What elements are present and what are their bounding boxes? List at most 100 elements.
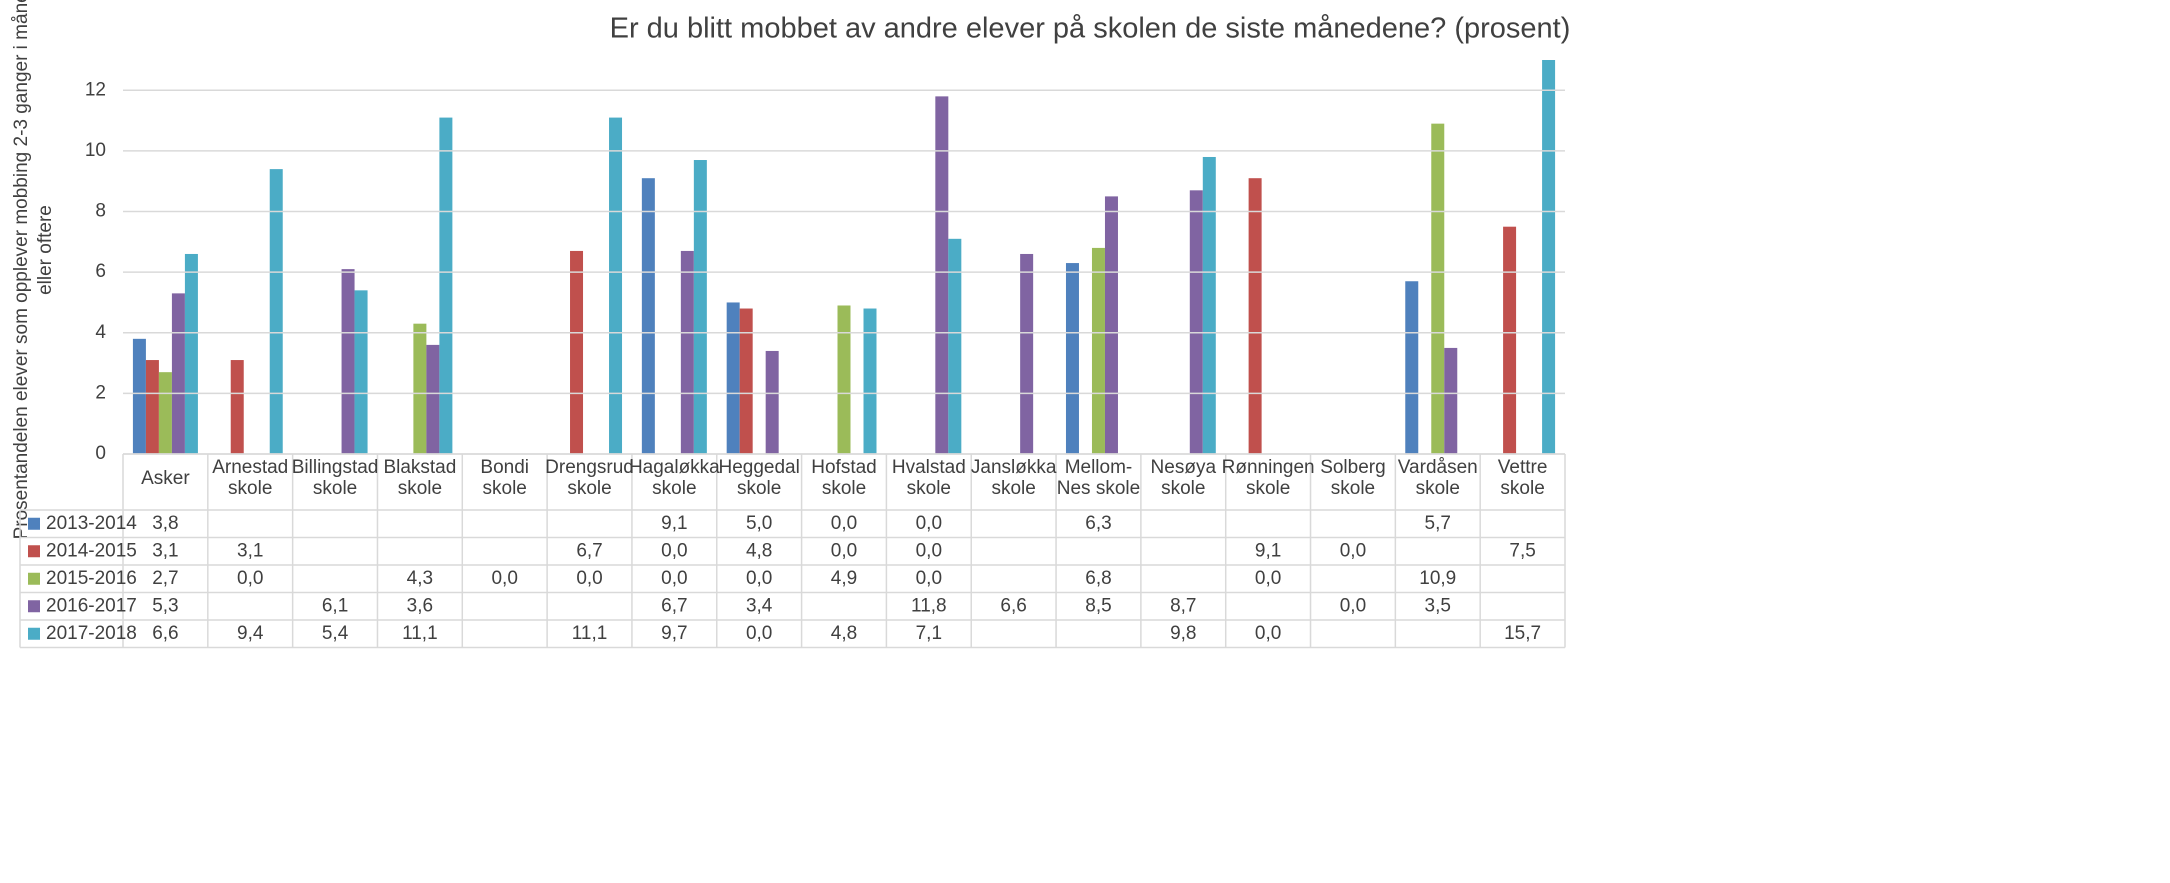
bar: [269, 169, 283, 454]
bar: [145, 360, 159, 454]
table-cell: 0,0: [237, 568, 263, 589]
x-tick-label: skole: [1416, 478, 1460, 499]
x-tick-label: skole: [737, 478, 781, 499]
table-cell: 0,0: [916, 568, 942, 589]
table-cell: 0,0: [831, 540, 857, 561]
table-cell: 0,0: [661, 540, 687, 561]
x-tick-label: skole: [398, 478, 442, 499]
y-tick-label: 8: [95, 201, 106, 222]
table-cell: 6,6: [1000, 595, 1026, 616]
x-tick-label: skole: [907, 478, 951, 499]
x-tick-label: skole: [1161, 478, 1205, 499]
legend-swatch: [28, 627, 40, 640]
legend-swatch: [28, 517, 40, 530]
table-cell: 4,3: [407, 568, 433, 589]
x-tick-label: skole: [228, 478, 272, 499]
x-tick-label: skole: [991, 478, 1035, 499]
table-cell: 0,0: [576, 568, 602, 589]
x-tick-label: Nesøya: [1151, 457, 1217, 478]
table-cell: 6,7: [661, 595, 687, 616]
bar: [935, 96, 949, 454]
x-tick-label: skole: [1500, 478, 1544, 499]
x-tick-label: Hofstad: [811, 457, 876, 478]
x-tick-label: Vettre: [1498, 457, 1548, 478]
bar: [948, 238, 962, 454]
table-cell: 8,7: [1170, 595, 1196, 616]
table-cell: 0,0: [491, 568, 517, 589]
bar: [739, 308, 753, 454]
bar: [609, 117, 623, 454]
x-tick-label: Billingstad: [292, 457, 379, 478]
table-cell: 7,1: [916, 623, 942, 644]
x-tick-label: Bondi: [480, 457, 529, 478]
table-cell: 5,4: [322, 623, 349, 644]
bar: [439, 117, 453, 454]
legend-swatch: [28, 600, 40, 613]
x-tick-label: Nes skole: [1057, 478, 1140, 499]
table-cell: 0,0: [1255, 568, 1281, 589]
bar: [1091, 247, 1105, 454]
table-cell: 3,6: [407, 595, 433, 616]
table-cell: 9,1: [1255, 540, 1281, 561]
table-cell: 0,0: [1255, 623, 1281, 644]
x-tick-label: Mellom-: [1065, 457, 1133, 478]
table-cell: 6,8: [1085, 568, 1111, 589]
x-tick-label: Rønningen: [1222, 457, 1315, 478]
table-cell: 6,1: [322, 595, 348, 616]
table-cell: 4,8: [746, 540, 772, 561]
table-cell: 5,0: [746, 513, 772, 534]
table-cell: 3,1: [237, 540, 263, 561]
bar: [413, 323, 427, 454]
y-tick-label: 0: [95, 443, 106, 464]
table-cell: 11,8: [911, 595, 947, 616]
table-cell: 3,5: [1425, 595, 1451, 616]
table-cell: 0,0: [746, 623, 772, 644]
bar: [426, 344, 440, 454]
legend-label: 2017-2018: [46, 623, 137, 644]
bar: [641, 178, 655, 454]
table-cell: 0,0: [916, 513, 942, 534]
x-tick-label: Heggedal: [719, 457, 800, 478]
bar: [1444, 347, 1458, 454]
table-cell: 0,0: [831, 513, 857, 534]
table-cell: 6,6: [152, 623, 178, 644]
x-tick-label: skole: [567, 478, 611, 499]
bar: [837, 305, 851, 454]
table-cell: 0,0: [1340, 595, 1366, 616]
table-cell: 11,1: [572, 623, 608, 644]
x-tick-label: skole: [1246, 478, 1290, 499]
bar: [693, 160, 707, 454]
x-tick-label: Blakstad: [383, 457, 456, 478]
x-tick-label: skole: [483, 478, 527, 499]
y-tick-label: 6: [95, 261, 106, 282]
x-tick-label: skole: [1331, 478, 1375, 499]
table-cell: 3,1: [152, 540, 178, 561]
bar: [1065, 263, 1079, 454]
bar: [1503, 226, 1517, 454]
bar: [863, 308, 877, 454]
x-tick-label: Arnestad: [212, 457, 288, 478]
table-cell: 6,3: [1085, 513, 1111, 534]
table-cell: 0,0: [746, 568, 772, 589]
table-cell: 6,7: [576, 540, 602, 561]
bar: [341, 269, 355, 454]
bar: [1189, 190, 1203, 455]
x-tick-label: Drengsrud: [545, 457, 634, 478]
table-cell: 3,8: [152, 513, 178, 534]
y-tick-label: 4: [95, 322, 106, 343]
y-tick-label: 10: [85, 140, 106, 161]
table-cell: 5,3: [152, 595, 178, 616]
x-tick-label: Solberg: [1320, 457, 1386, 478]
bar: [1202, 156, 1216, 454]
bar: [1431, 123, 1445, 455]
legend-label: 2016-2017: [46, 595, 137, 616]
bar: [726, 302, 740, 454]
table-cell: 0,0: [1340, 540, 1366, 561]
bar: [1542, 60, 1556, 455]
y-axis-label: eller oftere: [35, 205, 56, 295]
table-cell: 11,1: [402, 623, 438, 644]
x-tick-label: skole: [313, 478, 357, 499]
legend-swatch: [28, 572, 40, 585]
bar: [1104, 196, 1118, 454]
